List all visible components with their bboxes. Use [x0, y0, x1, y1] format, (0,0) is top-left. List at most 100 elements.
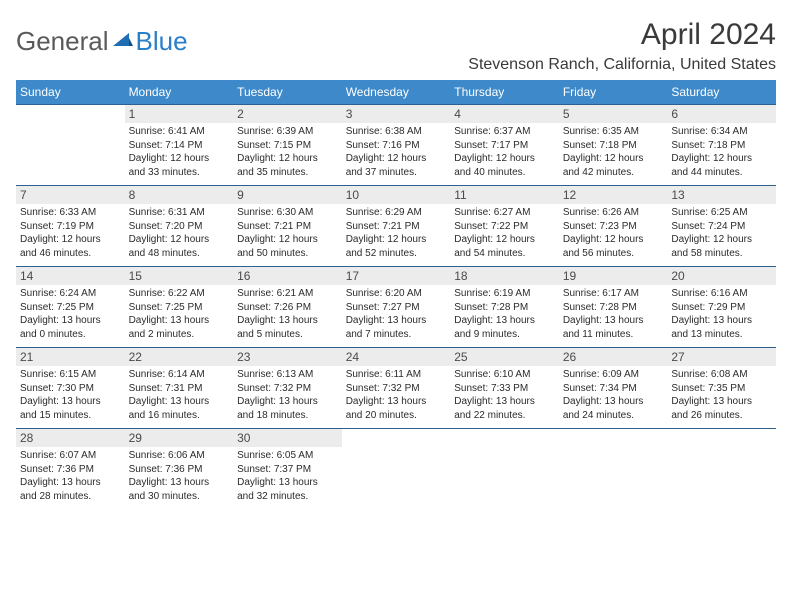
- daylight-text: Daylight: 13 hours: [129, 476, 230, 490]
- day-number-cell: 8: [125, 186, 234, 205]
- day-number-cell: 7: [16, 186, 125, 205]
- day-number-cell: 11: [450, 186, 559, 205]
- calendar-body: 123456Sunrise: 6:41 AMSunset: 7:14 PMDay…: [16, 105, 776, 510]
- daylight-text: Daylight: 12 hours: [563, 152, 664, 166]
- daylight-text: Daylight: 12 hours: [671, 152, 772, 166]
- daylight-text: and 30 minutes.: [129, 490, 230, 504]
- daylight-text: and 28 minutes.: [20, 490, 121, 504]
- sunset-text: Sunset: 7:37 PM: [237, 463, 338, 477]
- day-number-cell: 30: [233, 429, 342, 448]
- month-title: April 2024: [468, 18, 776, 52]
- daylight-text: and 20 minutes.: [346, 409, 447, 423]
- sunset-text: Sunset: 7:14 PM: [129, 139, 230, 153]
- daylight-text: Daylight: 13 hours: [20, 314, 121, 328]
- daylight-text: and 11 minutes.: [563, 328, 664, 342]
- daylight-text: and 15 minutes.: [20, 409, 121, 423]
- daylight-text: and 16 minutes.: [129, 409, 230, 423]
- sunrise-text: Sunrise: 6:22 AM: [129, 287, 230, 301]
- day-number-cell: [450, 429, 559, 448]
- calendar-head: SundayMondayTuesdayWednesdayThursdayFrid…: [16, 80, 776, 105]
- day-detail-row: Sunrise: 6:41 AMSunset: 7:14 PMDaylight:…: [16, 123, 776, 186]
- day-detail-cell: Sunrise: 6:16 AMSunset: 7:29 PMDaylight:…: [667, 285, 776, 348]
- day-number-row: 21222324252627: [16, 348, 776, 367]
- sunset-text: Sunset: 7:25 PM: [20, 301, 121, 315]
- sunrise-text: Sunrise: 6:25 AM: [671, 206, 772, 220]
- daylight-text: Daylight: 13 hours: [237, 314, 338, 328]
- day-detail-row: Sunrise: 6:24 AMSunset: 7:25 PMDaylight:…: [16, 285, 776, 348]
- day-number-row: 123456: [16, 105, 776, 124]
- day-detail-cell: Sunrise: 6:27 AMSunset: 7:22 PMDaylight:…: [450, 204, 559, 267]
- daylight-text: Daylight: 12 hours: [20, 233, 121, 247]
- daylight-text: Daylight: 12 hours: [454, 152, 555, 166]
- daylight-text: Daylight: 12 hours: [129, 233, 230, 247]
- day-number-cell: 12: [559, 186, 668, 205]
- day-number-cell: 6: [667, 105, 776, 124]
- day-detail-cell: Sunrise: 6:33 AMSunset: 7:19 PMDaylight:…: [16, 204, 125, 267]
- day-detail-cell: Sunrise: 6:11 AMSunset: 7:32 PMDaylight:…: [342, 366, 451, 429]
- sunrise-text: Sunrise: 6:13 AM: [237, 368, 338, 382]
- day-detail-cell: Sunrise: 6:17 AMSunset: 7:28 PMDaylight:…: [559, 285, 668, 348]
- header: General Blue April 2024 Stevenson Ranch,…: [16, 18, 776, 74]
- day-number-cell: 14: [16, 267, 125, 286]
- day-number-cell: 20: [667, 267, 776, 286]
- day-detail-cell: Sunrise: 6:25 AMSunset: 7:24 PMDaylight:…: [667, 204, 776, 267]
- day-number-cell: 18: [450, 267, 559, 286]
- day-number-row: 78910111213: [16, 186, 776, 205]
- day-header: Friday: [559, 80, 668, 105]
- sunset-text: Sunset: 7:25 PM: [129, 301, 230, 315]
- day-number-cell: 10: [342, 186, 451, 205]
- daylight-text: Daylight: 13 hours: [20, 476, 121, 490]
- daylight-text: and 58 minutes.: [671, 247, 772, 261]
- daylight-text: Daylight: 13 hours: [237, 476, 338, 490]
- daylight-text: Daylight: 12 hours: [237, 233, 338, 247]
- daylight-text: Daylight: 13 hours: [237, 395, 338, 409]
- day-number-cell: [559, 429, 668, 448]
- sunset-text: Sunset: 7:26 PM: [237, 301, 338, 315]
- sunrise-text: Sunrise: 6:31 AM: [129, 206, 230, 220]
- daylight-text: Daylight: 12 hours: [129, 152, 230, 166]
- sunrise-text: Sunrise: 6:30 AM: [237, 206, 338, 220]
- sunset-text: Sunset: 7:27 PM: [346, 301, 447, 315]
- sunrise-text: Sunrise: 6:38 AM: [346, 125, 447, 139]
- daylight-text: Daylight: 13 hours: [563, 395, 664, 409]
- logo-text-general: General: [16, 26, 109, 57]
- day-number-cell: [16, 105, 125, 124]
- daylight-text: and 0 minutes.: [20, 328, 121, 342]
- day-detail-cell: Sunrise: 6:15 AMSunset: 7:30 PMDaylight:…: [16, 366, 125, 429]
- sunset-text: Sunset: 7:31 PM: [129, 382, 230, 396]
- day-header: Saturday: [667, 80, 776, 105]
- sunrise-text: Sunrise: 6:11 AM: [346, 368, 447, 382]
- day-number-cell: 25: [450, 348, 559, 367]
- day-detail-cell: Sunrise: 6:24 AMSunset: 7:25 PMDaylight:…: [16, 285, 125, 348]
- day-detail-cell: Sunrise: 6:35 AMSunset: 7:18 PMDaylight:…: [559, 123, 668, 186]
- day-detail-cell: Sunrise: 6:20 AMSunset: 7:27 PMDaylight:…: [342, 285, 451, 348]
- daylight-text: and 46 minutes.: [20, 247, 121, 261]
- sunrise-text: Sunrise: 6:08 AM: [671, 368, 772, 382]
- day-number-cell: 28: [16, 429, 125, 448]
- daylight-text: Daylight: 13 hours: [454, 395, 555, 409]
- daylight-text: and 35 minutes.: [237, 166, 338, 180]
- daylight-text: and 56 minutes.: [563, 247, 664, 261]
- sunset-text: Sunset: 7:21 PM: [237, 220, 338, 234]
- sunrise-text: Sunrise: 6:29 AM: [346, 206, 447, 220]
- daylight-text: and 22 minutes.: [454, 409, 555, 423]
- day-number-cell: 24: [342, 348, 451, 367]
- day-detail-row: Sunrise: 6:15 AMSunset: 7:30 PMDaylight:…: [16, 366, 776, 429]
- daylight-text: Daylight: 12 hours: [454, 233, 555, 247]
- day-header: Wednesday: [342, 80, 451, 105]
- sunrise-text: Sunrise: 6:24 AM: [20, 287, 121, 301]
- daylight-text: Daylight: 13 hours: [20, 395, 121, 409]
- sunrise-text: Sunrise: 6:37 AM: [454, 125, 555, 139]
- day-detail-cell: Sunrise: 6:39 AMSunset: 7:15 PMDaylight:…: [233, 123, 342, 186]
- daylight-text: and 33 minutes.: [129, 166, 230, 180]
- day-detail-cell: Sunrise: 6:13 AMSunset: 7:32 PMDaylight:…: [233, 366, 342, 429]
- day-detail-cell: [450, 447, 559, 509]
- day-number-cell: [667, 429, 776, 448]
- daylight-text: and 37 minutes.: [346, 166, 447, 180]
- daylight-text: Daylight: 12 hours: [563, 233, 664, 247]
- day-detail-cell: Sunrise: 6:30 AMSunset: 7:21 PMDaylight:…: [233, 204, 342, 267]
- sunrise-text: Sunrise: 6:07 AM: [20, 449, 121, 463]
- daylight-text: and 9 minutes.: [454, 328, 555, 342]
- day-number-cell: 19: [559, 267, 668, 286]
- daylight-text: Daylight: 13 hours: [671, 314, 772, 328]
